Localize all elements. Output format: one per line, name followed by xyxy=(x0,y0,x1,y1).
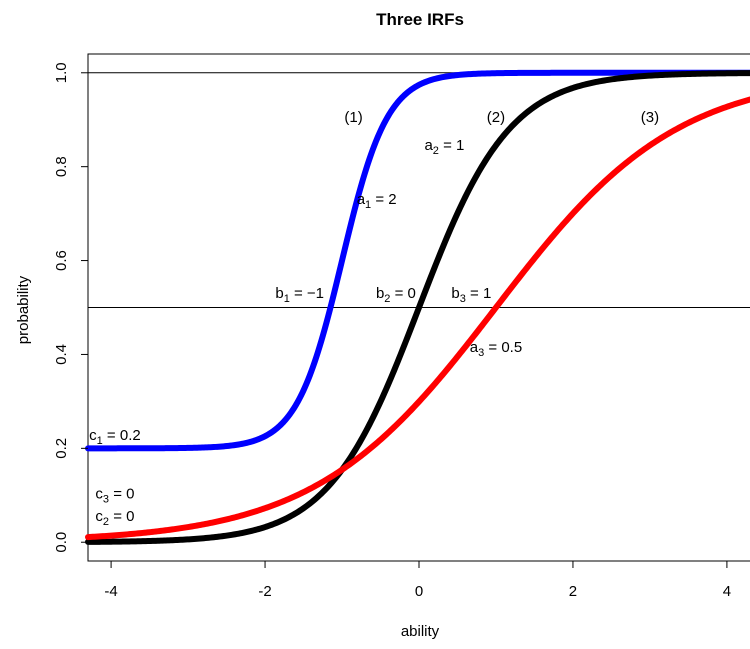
annotation-label: a2 = 1 xyxy=(424,137,464,157)
annotation-label: b2 = 0 xyxy=(376,285,416,305)
y-tick-label: 0.4 xyxy=(53,344,70,365)
annotation-label: (3) xyxy=(641,109,659,126)
x-tick-label: 4 xyxy=(723,583,731,600)
irf-curve-3 xyxy=(88,100,750,538)
y-tick-label: 0.6 xyxy=(53,250,70,271)
annotation-label: b3 = 1 xyxy=(451,285,491,305)
annotation-label: (2) xyxy=(487,109,505,126)
x-tick-label: 0 xyxy=(415,583,423,600)
y-tick-label: 1.0 xyxy=(53,62,70,83)
y-axis-label: probability xyxy=(15,275,32,344)
annotation-label: b1 = −1 xyxy=(275,285,324,305)
x-axis-label: ability xyxy=(401,623,440,640)
chart-title: Three IRFs xyxy=(376,10,464,29)
y-tick-label: 0.0 xyxy=(53,532,70,553)
annotation-label: a1 = 2 xyxy=(357,191,397,211)
annotation-label: c3 = 0 xyxy=(95,486,134,506)
x-tick-label: -4 xyxy=(104,583,117,600)
annotation-label: c2 = 0 xyxy=(95,508,134,528)
annotation-label: c1 = 0.2 xyxy=(89,427,141,447)
x-tick-label: -2 xyxy=(258,583,271,600)
irf-curve-1 xyxy=(88,73,750,449)
x-tick-label: 2 xyxy=(569,583,577,600)
annotation-label: a3 = 0.5 xyxy=(470,339,522,359)
annotation-label: (1) xyxy=(344,109,362,126)
y-tick-label: 0.8 xyxy=(53,156,70,177)
y-tick-label: 0.2 xyxy=(53,438,70,459)
